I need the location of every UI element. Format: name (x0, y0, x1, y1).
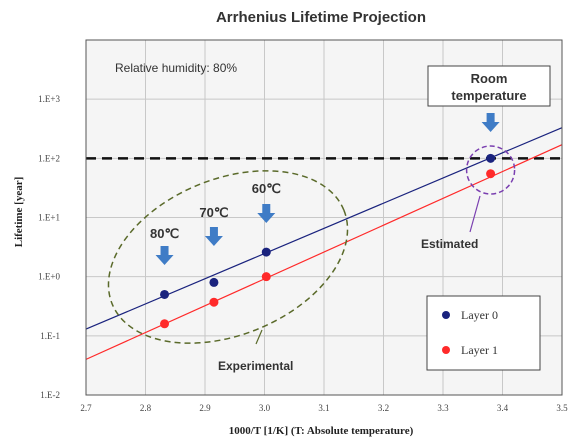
y-tick-label: 1.E+1 (38, 213, 60, 223)
data-point-layer-1 (160, 319, 170, 329)
temperature-label: 60℃ (252, 181, 281, 196)
x-tick-label: 3.0 (259, 403, 271, 413)
data-point-layer-1 (209, 297, 219, 307)
y-tick-label: 1.E+2 (38, 153, 60, 163)
temperature-labels: 80℃ 70℃ 60℃ (150, 181, 281, 241)
plot-frame (85, 39, 563, 396)
y-tick-label: 1.E-1 (40, 331, 60, 341)
data-point-layer-1 (261, 272, 271, 282)
legend: Layer 0 Layer 1 (426, 295, 541, 371)
temperature-arrow (257, 204, 276, 223)
data-point-layer-0 (261, 247, 271, 257)
x-tick-label: 2.7 (80, 403, 92, 413)
data-point-layer-0 (486, 153, 496, 163)
x-tick-label: 3.1 (318, 403, 329, 413)
experimental-pointer (255, 329, 263, 345)
x-tick-label: 2.8 (140, 403, 152, 413)
data-point-layer-0 (160, 289, 170, 299)
x-tick-label: 3.4 (497, 403, 509, 413)
humidity-annotation: Relative humidity: 80% (115, 61, 237, 75)
room-temperature-callout: Room temperature (427, 65, 551, 107)
room-temperature-box (427, 65, 551, 107)
temperature-arrow (204, 227, 223, 246)
temperature-label: 80℃ (150, 226, 179, 241)
legend-label-layer-1: Layer 1 (461, 343, 498, 357)
x-tick-label: 3.3 (437, 403, 449, 413)
y-axis-label: Lifetime [year] (13, 177, 25, 248)
data-point-layer-1 (486, 169, 496, 179)
room-temperature-label-line2: temperature (451, 88, 526, 103)
data-point-layer-0 (209, 277, 219, 287)
x-tick-label: 3.2 (378, 403, 389, 413)
estimated-pointer (469, 195, 481, 233)
room-temperature-label-line1: Room (471, 71, 508, 86)
temperature-arrow (155, 246, 174, 265)
chart-title: Arrhenius Lifetime Projection (216, 9, 426, 26)
legend-label-layer-0: Layer 0 (461, 308, 498, 322)
experimental-ellipse (107, 170, 349, 344)
tick-labels: 2.7 2.8 2.9 3.0 3.1 3.2 3.3 3.4 3.5 1.E-2 1.E-1 1.E… (38, 94, 568, 413)
experimental-label: Experimental (218, 359, 293, 373)
x-axis-label: 1000/T [1/K] (T: Absolute temperature) (229, 425, 414, 437)
estimated-circle (465, 145, 516, 195)
estimated-label: Estimated (421, 237, 478, 251)
legend-marker-layer-0 (442, 311, 450, 319)
temperature-label: 70℃ (199, 205, 228, 220)
x-tick-label: 2.9 (199, 403, 211, 413)
legend-box (426, 295, 541, 371)
y-tick-label: 1.E+3 (38, 94, 60, 104)
room-temperature-arrow (481, 113, 500, 132)
region-ellipses (107, 145, 516, 345)
y-tick-label: 1.E+0 (38, 272, 60, 282)
temperature-arrows (155, 113, 500, 265)
x-tick-label: 3.5 (556, 403, 568, 413)
y-tick-label: 1.E-2 (40, 390, 60, 400)
legend-marker-layer-1 (442, 346, 450, 354)
data-points (160, 153, 496, 329)
